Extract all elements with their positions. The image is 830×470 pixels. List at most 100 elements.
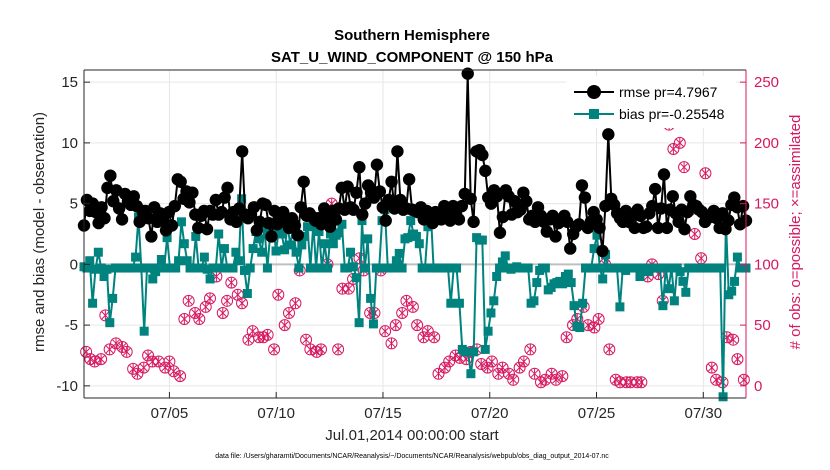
bias-marker [354,318,364,328]
obs-possible-circle [283,306,296,319]
bias-marker [176,217,186,227]
obs-marker [137,361,150,374]
obs-possible-circle [688,228,701,240]
rmse-marker [356,208,369,221]
bias-marker [558,279,568,289]
obs-marker [167,365,180,378]
bias-marker [242,289,252,299]
bias-marker [480,344,490,354]
bias-marker [446,298,456,308]
bias-marker [300,231,310,241]
bias-marker [403,233,413,243]
bias-marker [563,269,573,279]
right-y-axis-ticks: 0 50 100 150 200 250 [740,74,779,395]
bias-marker [397,263,407,273]
bias-marker [348,262,358,272]
rmse-marker [651,221,665,235]
rmse-marker [490,190,504,203]
obs-possible-circle [507,373,520,386]
obs-marker [524,343,537,356]
obs-marker [475,357,488,370]
bias-marker [102,264,112,274]
data-file-footnote: data file: /Users/gharamti/Documents/NCA… [215,453,609,460]
obs-marker [110,337,123,350]
rmse-marker [452,213,466,226]
bias-marker [305,263,315,273]
bias-marker [414,239,424,249]
rmse-marker [221,181,234,195]
bias-marker [154,263,164,273]
bias-marker [88,298,98,308]
obs-marker [146,355,159,368]
bias-marker [411,231,421,241]
obs-marker [678,161,691,174]
obs-possible-circle [174,370,187,383]
obs-marker [614,376,627,389]
rmse-marker [476,148,489,162]
rmse-marker [95,201,108,214]
bias-marker [96,263,106,273]
bias-marker [254,234,264,244]
rmse-marker [168,199,182,213]
bias-marker [589,244,599,254]
bias-marker [497,257,507,267]
obs-possible-circle [315,343,328,356]
bias-marker [500,251,510,261]
bias-marker [477,235,487,245]
obs-marker [315,343,328,356]
bias-marker [632,263,642,273]
bias-marker [486,308,496,318]
bias-marker [231,247,241,257]
bias-marker [389,263,399,273]
obs-possible-circle [556,370,569,383]
obs-possible-circle [421,325,434,338]
rmse-marker [385,175,398,188]
bias-marker [174,256,184,266]
rmse-marker [467,215,480,229]
rmse-marker [174,175,187,188]
y-tick-label: 15 [61,74,78,91]
bias-marker [311,263,321,273]
obs-possible-circle [278,319,291,332]
obs-marker [342,282,355,295]
bias-marker [463,347,473,357]
obs-marker [221,294,234,307]
obs-marker [203,292,216,305]
bias-marker [346,247,356,257]
obs-marker [389,319,402,332]
obs-marker [336,282,349,295]
obs-marker [261,328,274,341]
rmse-marker [593,221,606,235]
rmse-marker [353,160,366,174]
bias-marker [148,274,158,284]
bias-marker [569,301,579,311]
bias-marker [732,252,742,262]
obs-marker [199,300,212,313]
bias-marker [291,247,301,257]
obs-marker [705,361,718,374]
rmse-marker [578,191,592,204]
rmse-marker [230,215,243,229]
obs-marker [528,367,541,380]
obs-possible-circle [396,306,409,319]
obs-possible-circle [342,282,355,295]
y-tick-label: 5 [70,196,78,213]
obs-possible-circle [178,313,191,326]
rmse-marker [350,186,363,199]
obs-marker [699,167,712,180]
obs-possible-circle [182,294,195,307]
rmse-marker [520,195,533,208]
bias-marker [85,256,95,266]
obs-marker [438,361,451,374]
bias-marker [145,263,155,273]
obs-possible-circle [163,355,176,368]
bias-marker [669,296,679,306]
bias-marker [598,274,608,284]
bias-marker [297,240,307,250]
obs-marker [385,337,398,350]
bias-marker [320,239,330,249]
bias-marker [205,274,215,284]
bias-marker [108,293,118,303]
obs-marker [379,325,392,338]
obs-marker [332,343,345,356]
